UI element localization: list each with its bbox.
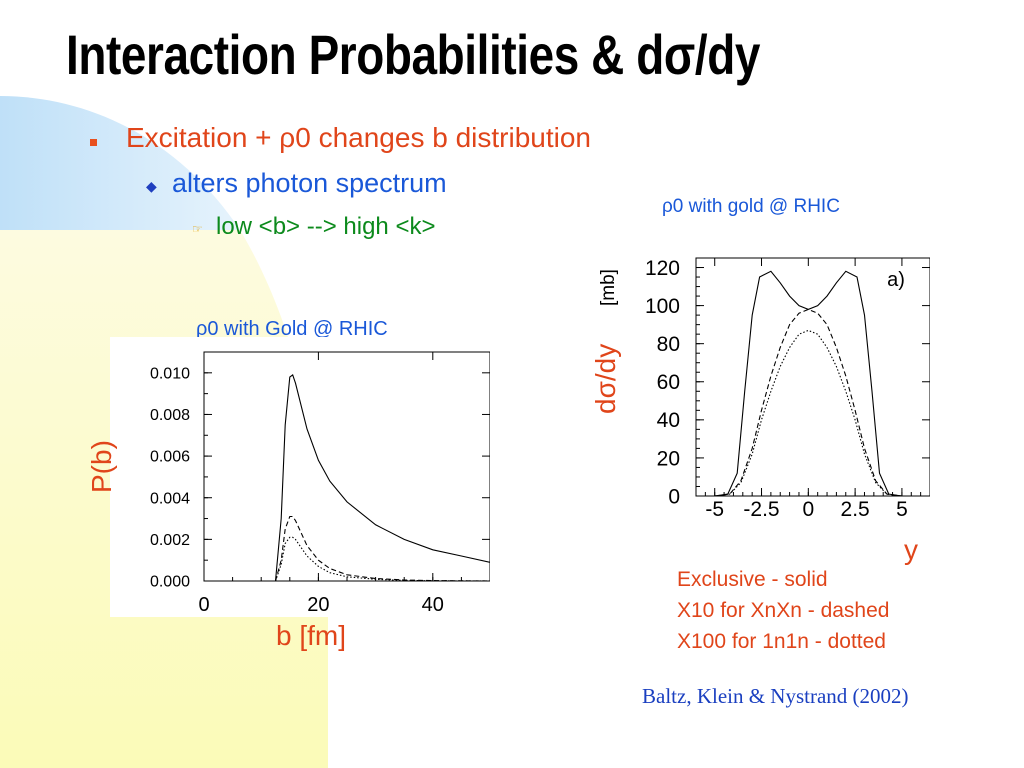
y-tick-label: 80 bbox=[657, 333, 680, 356]
y-tick-label: 0.006 bbox=[150, 449, 190, 466]
plot-frame bbox=[203, 351, 491, 582]
background-blue-arc bbox=[0, 96, 240, 230]
plot-frame bbox=[695, 257, 931, 497]
y-tick-label: 0.000 bbox=[150, 574, 190, 591]
y-tick-label: 0.008 bbox=[150, 407, 190, 424]
x-tick-label: 40 bbox=[422, 594, 444, 616]
panel-label: a) bbox=[887, 269, 905, 291]
left-y-axis-label: P(b) bbox=[86, 440, 117, 493]
series-line-dashed bbox=[274, 515, 491, 582]
series-line-dashed bbox=[714, 308, 902, 497]
line-style-legend: Exclusive - solid X10 for XnXn - dashed … bbox=[677, 564, 889, 657]
pointing-hand-icon: ☞ bbox=[192, 222, 203, 236]
x-tick-label: 2.5 bbox=[841, 498, 870, 521]
x-tick-label: 0 bbox=[198, 594, 209, 616]
y-tick-label: 0.004 bbox=[150, 490, 190, 507]
y-tick-label: 0.010 bbox=[150, 365, 190, 382]
square-bullet-icon bbox=[90, 139, 97, 146]
y-tick-label: 20 bbox=[657, 447, 680, 470]
right-chart-panel: 0 20 40 60 80 100 120 -5 -2.5 0 2.5 5 a) bbox=[628, 248, 931, 528]
x-tick-label: 0 bbox=[802, 498, 814, 521]
bullet-level-2: alters photon spectrum bbox=[172, 168, 447, 198]
right-y-axis-label: dσ/dy bbox=[590, 343, 621, 414]
diamond-bullet-icon: ◆ bbox=[146, 178, 157, 194]
x-tick-label: -2.5 bbox=[743, 498, 779, 521]
bullet-level-1: Excitation + ρ0 changes b distribution bbox=[126, 122, 591, 153]
legend-entry: X100 for 1n1n - dotted bbox=[677, 630, 886, 653]
y-tick-label: 40 bbox=[657, 409, 680, 432]
legend-entry: Exclusive - solid bbox=[677, 568, 828, 591]
right-y-axis-unit: [mb] bbox=[598, 269, 619, 306]
citation: Baltz, Klein & Nystrand (2002) bbox=[642, 684, 909, 708]
x-tick-label: 20 bbox=[307, 594, 329, 616]
rapidity-chart: 0 20 40 60 80 100 120 -5 -2.5 0 2.5 5 a) bbox=[645, 257, 931, 521]
bullet-level-3: low <b> --> high <k> bbox=[216, 213, 436, 240]
left-chart-caption: ρ0 with Gold @ RHIC bbox=[196, 318, 388, 340]
right-chart-caption: ρ0 with gold @ RHIC bbox=[662, 196, 840, 217]
right-x-axis-label: y bbox=[904, 534, 918, 565]
slide-title: Interaction Probabilities & dσ/dy bbox=[66, 23, 761, 86]
x-tick-label: 5 bbox=[896, 498, 908, 521]
y-tick-label: 0 bbox=[668, 485, 680, 508]
y-tick-label: 60 bbox=[657, 371, 680, 394]
legend-entry: X10 for XnXn - dashed bbox=[677, 599, 890, 622]
series-line-dotted bbox=[274, 536, 491, 582]
x-tick-label: -5 bbox=[705, 498, 724, 521]
left-x-axis-label: b [fm] bbox=[276, 620, 347, 651]
y-tick-label: 120 bbox=[645, 257, 680, 280]
series-line-solid bbox=[714, 270, 902, 497]
y-tick-label: 100 bbox=[645, 295, 680, 318]
y-tick-label: 0.002 bbox=[150, 532, 190, 549]
left-chart-panel: 0.000 0.002 0.004 0.006 0.008 0.010 0 20 40 bbox=[110, 337, 491, 617]
series-line-solid bbox=[274, 374, 491, 582]
impact-parameter-chart: 0.000 0.002 0.004 0.006 0.008 0.010 0 20 40 bbox=[150, 351, 491, 616]
